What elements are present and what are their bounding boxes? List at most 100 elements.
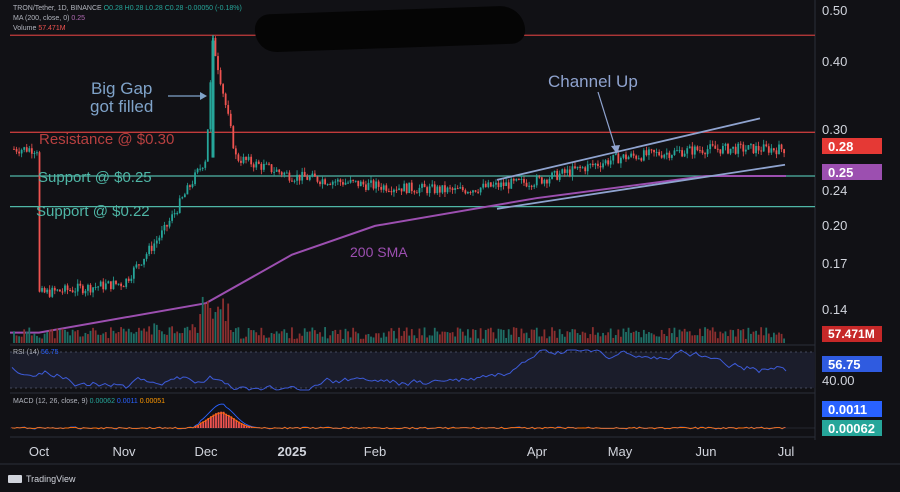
volume-bar <box>270 332 273 343</box>
volume-bar <box>79 336 82 343</box>
volume-bar <box>178 333 181 343</box>
volume-bar <box>780 333 783 343</box>
volume-bar <box>436 331 439 343</box>
candle-body <box>691 146 694 155</box>
volume-bar <box>762 335 765 343</box>
volume-bar <box>477 338 479 343</box>
candle-body <box>102 281 105 290</box>
candle-body <box>311 173 314 177</box>
volume-bar <box>43 333 46 343</box>
volume-bar <box>209 307 212 343</box>
candle-body <box>84 290 87 294</box>
macd-label: MACD (12, 26, close, 9) <box>13 398 88 405</box>
candle-body <box>607 160 610 165</box>
volume-value: 57.471M <box>38 25 66 32</box>
candle-body <box>645 150 648 156</box>
volume-bar <box>663 333 666 343</box>
volume-bar <box>597 332 599 343</box>
candle-body <box>528 185 530 187</box>
candle-body <box>739 143 742 145</box>
volume-bar <box>395 338 398 343</box>
volume-bar <box>53 338 56 343</box>
volume-bar <box>99 334 102 343</box>
volume-bar <box>36 335 38 343</box>
candle-body <box>456 188 459 190</box>
candle-body <box>135 264 138 268</box>
volume-bar <box>479 328 482 343</box>
candle-body <box>423 183 426 188</box>
candle-body <box>344 182 347 185</box>
volume-bar <box>334 329 337 343</box>
candle-body <box>729 148 732 154</box>
candle-body <box>255 161 258 168</box>
volume-bar <box>630 332 632 343</box>
macd-histogram-bar <box>202 421 205 428</box>
volume-bar <box>352 327 355 343</box>
volume-bar <box>263 335 265 343</box>
candle-body <box>472 190 474 193</box>
candle-body <box>117 283 120 285</box>
candle-body <box>326 184 329 186</box>
candle-body <box>433 184 436 194</box>
volume-bar <box>472 329 474 343</box>
volume-bar <box>467 329 469 343</box>
candle-body <box>706 149 709 155</box>
volume-bar <box>752 331 755 343</box>
volume-bar <box>303 328 306 343</box>
candle-body <box>372 180 375 189</box>
candle-body <box>640 158 643 161</box>
macd-value-1: 0.00062 <box>89 398 115 405</box>
candle-body <box>278 169 281 173</box>
price-axis-label: 0.24 <box>822 183 848 198</box>
candle-body <box>20 149 23 154</box>
volume-bar <box>446 332 449 343</box>
x-axis-label: Dec <box>194 444 218 459</box>
volume-bar <box>489 327 492 343</box>
macd-histogram-bar <box>227 414 230 428</box>
volume-bar <box>421 335 423 343</box>
candle-body <box>609 160 612 165</box>
candle-body <box>69 290 71 292</box>
candle-body <box>461 187 464 191</box>
volume-bar <box>523 333 525 343</box>
volume-bar <box>138 327 140 343</box>
volume-bar <box>665 336 668 343</box>
candle-body <box>232 126 235 149</box>
candle-body <box>155 240 158 244</box>
candle-body <box>349 179 352 183</box>
candle-body <box>66 285 69 291</box>
candle-body <box>681 150 683 157</box>
volume-bar <box>217 306 219 343</box>
candle-body <box>762 144 765 152</box>
candle-body <box>563 169 566 173</box>
volume-bar <box>563 336 566 343</box>
volume-bar <box>551 327 553 343</box>
candle-body <box>530 185 533 187</box>
macd-hist-tag: 0.00062 <box>822 420 882 436</box>
volume-bar <box>145 331 148 343</box>
volume-bar <box>543 329 546 343</box>
volume-bar <box>716 338 719 343</box>
volume-bar <box>125 331 128 343</box>
candle-body <box>767 146 770 153</box>
volume-bar <box>750 333 752 343</box>
candle-body <box>438 186 441 193</box>
macd-histogram-bar <box>230 416 233 428</box>
candle-body <box>125 278 128 287</box>
volume-bar <box>201 296 204 343</box>
volume-bar <box>66 331 69 343</box>
volume-bar <box>153 323 156 343</box>
candle-body <box>148 245 151 255</box>
volume-bar <box>370 336 372 343</box>
volume-bar <box>622 328 625 343</box>
volume-bar <box>168 327 171 343</box>
candle-body <box>464 190 467 194</box>
volume-bar <box>604 335 607 343</box>
candle-body <box>482 183 485 188</box>
candle-body <box>668 152 671 158</box>
candle-body <box>737 143 740 154</box>
candle-body <box>405 183 408 194</box>
volume-bar <box>556 337 559 343</box>
volume-bar <box>115 333 117 343</box>
